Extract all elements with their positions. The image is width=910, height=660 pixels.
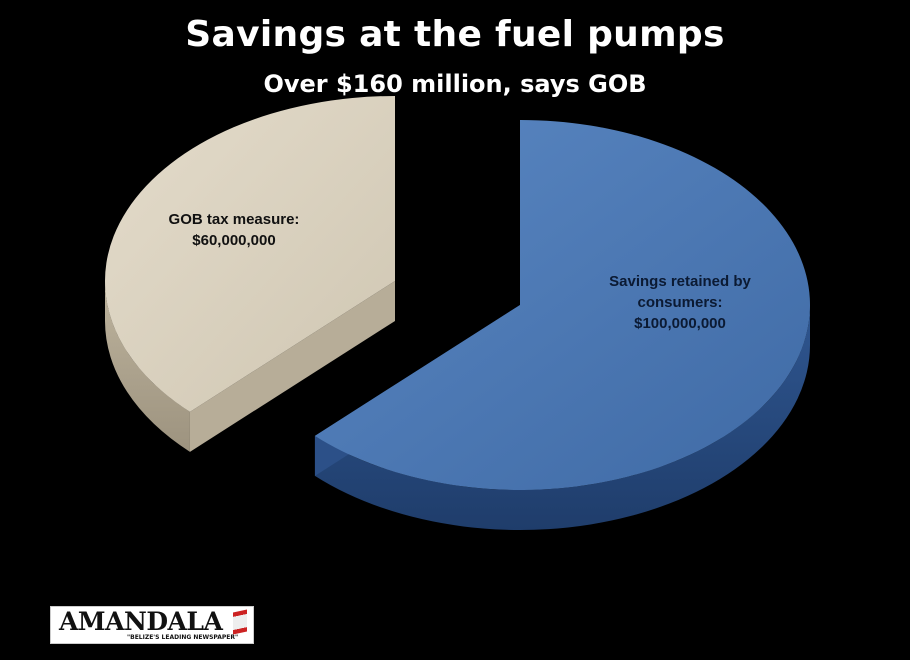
gob-label-line2: $60,000,000 [192,232,275,249]
slice-gob-side [105,281,190,452]
slice-gob [104,96,395,452]
gob-label-line1: GOB tax measure: [169,211,300,228]
chart-subtitle: Over $160 million, says GOB [263,70,647,98]
logo-tagline: "BELIZE'S LEADING NEWSPAPER" [127,634,239,641]
logo-name: AMANDALA [59,607,223,636]
chart-title: Savings at the fuel pumps [185,14,725,55]
savings-label-line3: $100,000,000 [634,315,726,332]
slice-savings-side [314,305,811,531]
savings-label-line2: consumers: [637,294,722,311]
amandala-logo: AMANDALA "BELIZE'S LEADING NEWSPAPER" [50,606,254,644]
flag-icon [233,609,247,635]
slice-gob-top [104,96,395,412]
savings-label-line1: Savings retained by [609,273,751,290]
slice-savings-top [314,120,810,490]
slice-gob-face [189,281,395,452]
slice-savings [314,120,811,531]
